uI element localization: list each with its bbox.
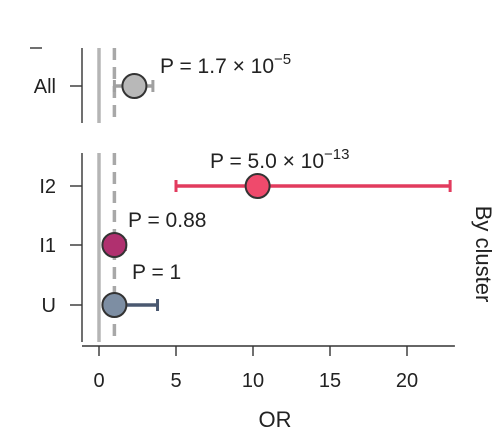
y-tick-label: U bbox=[42, 295, 56, 317]
panel-by-cluster: I2 P = 5.0 × 10−13 I1 P = 0.88 U P = 1 bbox=[39, 146, 452, 342]
p-value-label: P = 1.7 × 10−5 bbox=[160, 51, 291, 78]
point-estimate bbox=[121, 73, 148, 99]
point-estimate bbox=[101, 232, 128, 258]
point-estimate bbox=[101, 292, 128, 318]
x-tick-label: 20 bbox=[396, 370, 418, 392]
y-tick-label: I2 bbox=[39, 176, 56, 198]
y-tick-label: All bbox=[34, 76, 56, 98]
side-label-by-cluster: By cluster bbox=[471, 206, 496, 303]
row-all: All P = 1.7 × 10−5 bbox=[34, 51, 291, 99]
x-tick-label: 10 bbox=[242, 370, 264, 392]
p-value-label: P = 0.88 bbox=[128, 209, 206, 232]
x-tick-label: 15 bbox=[319, 370, 341, 392]
p-value-label: P = 5.0 × 10−13 bbox=[210, 146, 350, 173]
x-tick-label: 0 bbox=[93, 370, 104, 392]
x-axis-title: OR bbox=[259, 407, 292, 429]
x-tick-label: 5 bbox=[170, 370, 181, 392]
point-estimate bbox=[244, 173, 271, 199]
p-value-label: P = 1 bbox=[132, 261, 181, 284]
row-i1: I1 P = 0.88 bbox=[39, 209, 206, 258]
row-i2: I2 P = 5.0 × 10−13 bbox=[39, 146, 452, 199]
row-u: U P = 1 bbox=[42, 261, 181, 318]
panel-all: All P = 1.7 × 10−5 bbox=[30, 47, 291, 123]
y-tick-label: I1 bbox=[39, 235, 56, 257]
x-axis: 0 5 10 15 20 bbox=[82, 345, 455, 392]
